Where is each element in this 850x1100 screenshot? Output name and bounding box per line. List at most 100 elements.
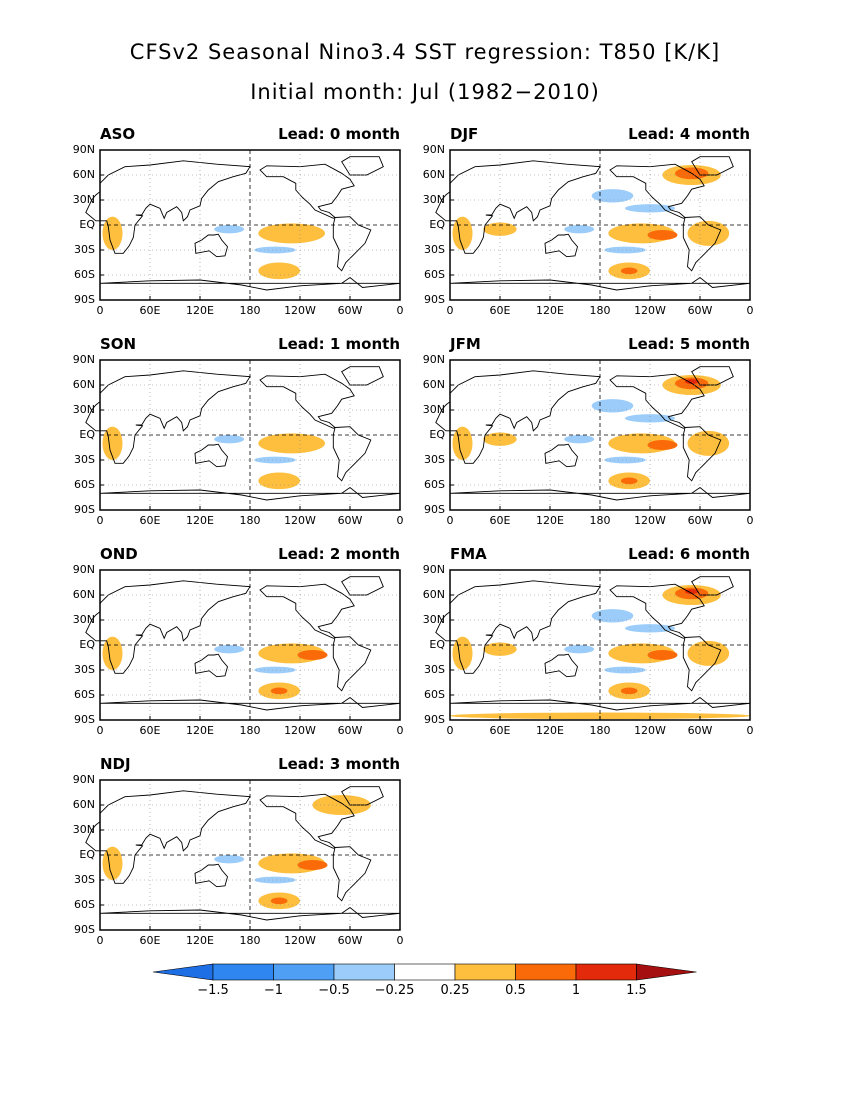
coastline <box>449 276 751 291</box>
lon-tick-label: 120W <box>284 724 316 737</box>
lead-label: Lead: 3 month <box>278 755 400 773</box>
lead-label: Lead: 2 month <box>278 545 400 563</box>
lon-tick-label: 120W <box>284 934 316 947</box>
coastline <box>332 216 372 272</box>
lon-tick-label: 0 <box>396 514 404 527</box>
lat-tick-label: 30N <box>72 823 95 836</box>
colorbar-swatch <box>454 963 516 981</box>
lon-tick-label: 60E <box>139 934 161 947</box>
colorbar-label: 1 <box>571 983 581 998</box>
anomaly-shading <box>604 666 646 674</box>
lat-tick-label: 60N <box>422 168 445 181</box>
anomaly-shading <box>258 472 300 490</box>
anomaly-shading <box>214 645 245 654</box>
lat-tick-label: 60S <box>424 268 445 281</box>
anomaly-shading <box>591 399 634 413</box>
season-label: FMA <box>450 545 487 563</box>
colorbar-swatch <box>212 963 274 981</box>
map-panel-son: SON Lead: 1 month 90N 60N 30N EQ 30S 60S 90S 0 60E… <box>60 335 460 527</box>
season-label: JFM <box>450 335 481 353</box>
lat-tick-label: EQ <box>79 638 95 651</box>
anomaly-shading <box>452 636 473 670</box>
anomaly-shading <box>620 267 638 275</box>
anomaly-shading <box>604 246 646 254</box>
title-line-1: CFSv2 Seasonal Nino3.4 SST regression: T… <box>129 40 721 64</box>
lon-tick-label: 0 <box>396 724 404 737</box>
lat-tick-label: 30S <box>74 873 95 886</box>
lat-tick-label: 60S <box>74 268 95 281</box>
lat-tick-label: 90S <box>424 293 445 306</box>
anomaly-shading <box>625 624 675 633</box>
coastline <box>194 863 228 888</box>
colorbar-label: −0.25 <box>374 983 415 998</box>
lon-tick-label: 120E <box>186 724 214 737</box>
lead-label: Lead: 0 month <box>278 125 400 143</box>
lon-tick-label: 0 <box>746 304 754 317</box>
lon-tick-label: 180 <box>239 724 261 737</box>
anomaly-shading <box>685 379 699 385</box>
lon-tick-label: 180 <box>589 304 611 317</box>
map-panel-aso: ASO Lead: 0 month 90N 60N 30N EQ 30S 60S 90S 0 60E… <box>60 125 460 317</box>
lat-tick-label: EQ <box>79 428 95 441</box>
lat-tick-label: 90N <box>72 773 95 786</box>
lat-tick-label: 30N <box>422 403 445 416</box>
coastline <box>194 443 228 468</box>
lat-tick-label: EQ <box>429 218 445 231</box>
coastline <box>259 163 355 219</box>
coastline <box>682 636 722 692</box>
lat-tick-label: 60N <box>422 588 445 601</box>
lat-tick-label: 90S <box>424 503 445 516</box>
lat-tick-label: 60N <box>72 588 95 601</box>
season-label: ASO <box>100 125 136 143</box>
colorbar <box>152 963 697 981</box>
coastline <box>544 653 578 678</box>
lon-tick-label: 180 <box>239 934 261 947</box>
lon-tick-label: 60E <box>489 724 511 737</box>
coastline <box>99 486 401 501</box>
anomaly-shading <box>214 225 245 234</box>
coastline <box>99 906 401 921</box>
anomaly-shading <box>625 414 675 423</box>
lon-tick-label: 0 <box>446 304 454 317</box>
lead-label: Lead: 4 month <box>628 125 750 143</box>
anomaly-shading <box>687 220 730 246</box>
lon-tick-label: 120W <box>634 304 666 317</box>
coastline <box>691 366 734 386</box>
coastline <box>682 216 722 272</box>
lon-tick-label: 120W <box>284 304 316 317</box>
map-plot <box>85 779 401 931</box>
colorbar-label: −0.5 <box>318 983 350 998</box>
coastline <box>85 370 251 464</box>
coastline <box>435 160 601 254</box>
lon-tick-label: 60W <box>337 724 363 737</box>
coastline <box>194 653 228 678</box>
coastline <box>99 276 401 291</box>
anomaly-shading <box>687 640 730 666</box>
lat-tick-label: EQ <box>79 848 95 861</box>
coastline <box>332 636 372 692</box>
coastline <box>85 160 251 254</box>
anomaly-shading <box>625 204 675 213</box>
lat-tick-label: 90N <box>72 353 95 366</box>
anomaly-shading <box>214 855 245 864</box>
coastline <box>341 576 384 596</box>
lon-tick-label: 0 <box>396 934 404 947</box>
colorbar-arrow-right <box>636 963 697 981</box>
lat-tick-label: 60N <box>72 798 95 811</box>
lat-tick-label: 60S <box>424 688 445 701</box>
colorbar-label: 1.5 <box>626 983 647 998</box>
lon-tick-label: 180 <box>589 724 611 737</box>
lon-tick-label: 0 <box>96 934 104 947</box>
lon-tick-label: 0 <box>746 514 754 527</box>
coastline <box>544 233 578 258</box>
lead-label: Lead: 1 month <box>278 335 400 353</box>
anomaly-shading <box>620 687 638 695</box>
lat-tick-label: 90S <box>74 923 95 936</box>
lat-tick-label: 90S <box>74 293 95 306</box>
coastline <box>259 373 355 429</box>
colorbar-swatch <box>575 963 637 981</box>
anomaly-shading <box>483 642 517 656</box>
lat-tick-label: 30S <box>74 453 95 466</box>
anomaly-shading <box>452 216 473 250</box>
anomaly-shading <box>604 456 646 464</box>
